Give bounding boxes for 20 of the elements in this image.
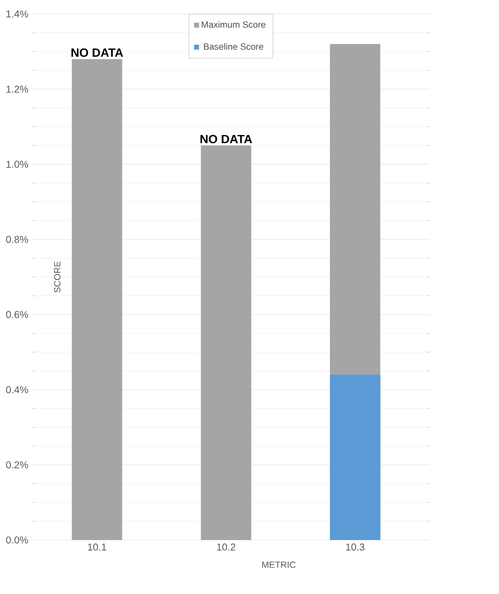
legend-label: Maximum Score bbox=[202, 21, 266, 28]
bar bbox=[72, 59, 122, 540]
y-tick-label: 0.4% bbox=[6, 386, 28, 394]
y-tick-label: 0.6% bbox=[6, 311, 28, 318]
x-tick-label: 10.3 bbox=[346, 544, 364, 551]
annotation: NO DATA bbox=[71, 48, 124, 57]
y-tick-label: 0.2% bbox=[6, 461, 28, 468]
bar bbox=[200, 145, 252, 540]
x-tick-label: 10.2 bbox=[217, 544, 236, 551]
bar bbox=[330, 374, 380, 540]
y-axis-title: SCORE bbox=[54, 261, 60, 293]
x-axis-title: METRIC bbox=[262, 562, 296, 568]
y-tick-label: 1.4% bbox=[6, 10, 28, 18]
y-tick-label: 1.0% bbox=[6, 160, 28, 168]
y-tick-label: 0.0% bbox=[6, 536, 28, 544]
annotation: NO DATA bbox=[200, 134, 252, 144]
x-tick-label: 10.1 bbox=[88, 544, 106, 551]
legend-label: Baseline Score bbox=[204, 43, 264, 50]
y-tick-label: 0.8% bbox=[6, 236, 28, 243]
y-tick-label: 1.2% bbox=[6, 86, 28, 93]
